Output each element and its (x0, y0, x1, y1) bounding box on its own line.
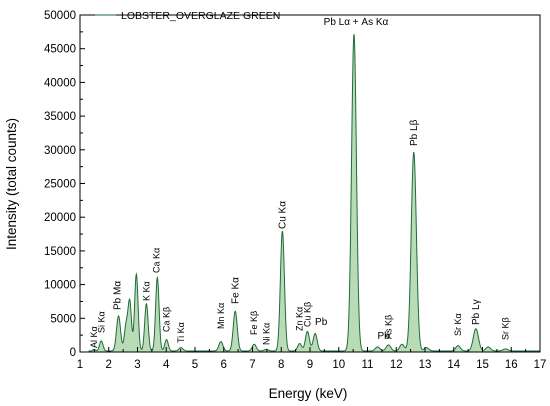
x-tick-label: 6 (221, 359, 227, 371)
x-tick-label: 16 (505, 359, 518, 371)
peak-label: Al Kα (89, 326, 99, 348)
peak-label: Sr Kβ (501, 317, 511, 340)
y-tick-label: 30000 (44, 145, 76, 157)
peak-label: Mn Kα (216, 303, 226, 329)
x-tick-label: 8 (278, 359, 284, 371)
x-tick-label: 9 (307, 359, 313, 371)
x-tick-label: 17 (534, 359, 547, 371)
y-tick-label: 15000 (44, 246, 76, 258)
peak-label: Ni Kα (261, 323, 271, 345)
x-tick-label: 2 (106, 359, 112, 371)
x-tick-label: 4 (163, 359, 170, 371)
x-tick-label: 3 (134, 359, 140, 371)
y-tick-label: 50000 (44, 10, 76, 22)
y-tick-label: 20000 (44, 212, 76, 224)
legend: LOBSTER_OVERGLAZE GREEN (95, 10, 280, 22)
y-tick-label: 0 (70, 347, 76, 359)
x-tick-label: 14 (447, 359, 460, 371)
x-tick-label: 1 (77, 359, 83, 371)
x-tick-label: 12 (390, 359, 403, 371)
y-tick-label: 45000 (44, 44, 76, 56)
y-tick-label: 35000 (44, 111, 76, 123)
peak-label: Pb Lβ (409, 119, 420, 146)
peak-label: Pb Lγ (471, 299, 482, 325)
peak-label: Pb (315, 317, 328, 328)
y-tick-label: 40000 (44, 77, 76, 89)
peak-label: Ca Kα (151, 248, 161, 273)
y-tick-label: 25000 (44, 179, 76, 191)
x-tick-label: 7 (249, 359, 255, 371)
spectrum-line (88, 34, 540, 352)
x-tick-label: 5 (192, 359, 198, 371)
peak-label: Sr Kα (453, 313, 463, 336)
legend-series-name: LOBSTER_OVERGLAZE GREEN (121, 10, 280, 22)
x-tick-label: 15 (476, 359, 489, 371)
peak-label: Pb Lα + As Kα (324, 17, 389, 28)
peak-label: Pb (377, 331, 390, 342)
peak-label: Cu Kβ (302, 302, 312, 327)
peak-label: As Kβ (384, 315, 394, 339)
peak-label: Fe Kα (230, 277, 241, 304)
peak-label: K Kα (141, 281, 151, 301)
x-tick-label: 10 (332, 359, 345, 371)
peak-label: Si Kα (96, 311, 106, 333)
x-tick-label: 11 (362, 359, 374, 371)
peak-label: Ca Kβ (162, 307, 172, 332)
peak-label: Cu Kα (277, 201, 288, 229)
y-tick-label: 5000 (50, 313, 76, 325)
peak-label: Ti Kα (176, 322, 186, 343)
x-axis-title: Energy (keV) (269, 386, 348, 401)
peak-label: Zn Kα (295, 307, 305, 331)
peak-label: Pb Mα (113, 281, 124, 310)
x-tick-label: 13 (419, 359, 432, 371)
peak-label: Fe Kβ (249, 311, 259, 335)
y-axis-title: Intensity (total counts) (4, 118, 19, 250)
y-tick-label: 10000 (44, 280, 76, 292)
